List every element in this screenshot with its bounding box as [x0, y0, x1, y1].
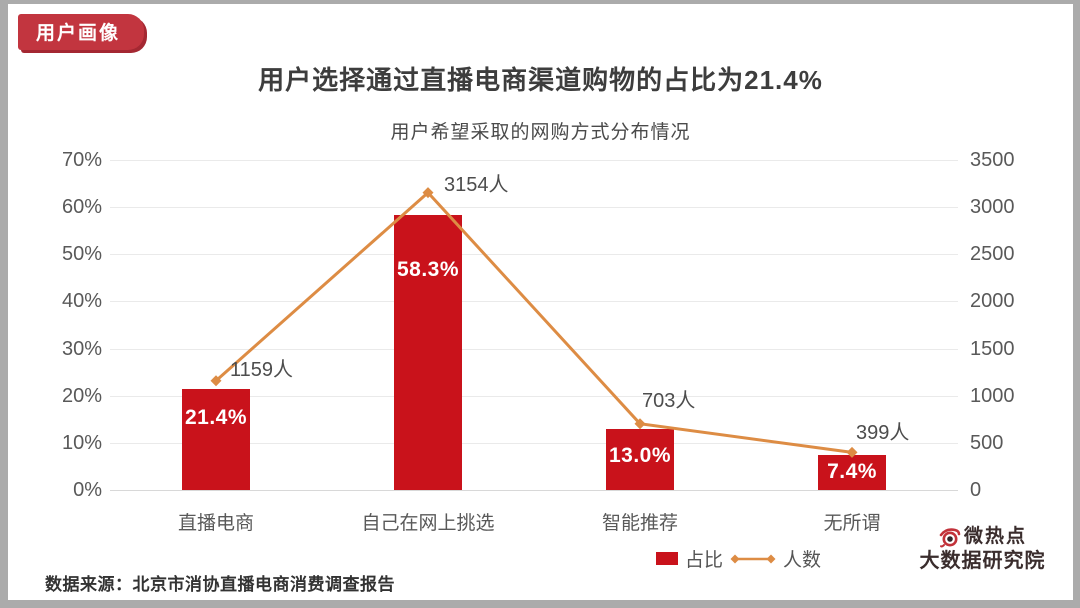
right-axis-tick: 2000 — [970, 290, 1015, 313]
left-axis-tick: 70% — [61, 149, 102, 171]
gridline — [110, 348, 958, 350]
left-axis-tick: 0% — [73, 479, 102, 501]
line-point-label: 399人 — [856, 422, 910, 445]
line-point-label: 703人 — [642, 389, 696, 412]
bar-value-label: 7.4% — [827, 460, 877, 484]
right-axis-tick: 1500 — [970, 337, 1015, 360]
bar-自己在网上挑选 — [394, 215, 462, 490]
left-axis-tick: 20% — [61, 384, 102, 407]
x-axis-label: 自己在网上挑选 — [361, 513, 495, 534]
legend-line-swatch — [730, 554, 776, 563]
report-card: 用户画像 用户选择通过直播电商渠道购物的占比为21.4% 用户希望采取的网购方式… — [8, 4, 1073, 600]
x-axis-label: 智能推荐 — [601, 513, 679, 534]
data-source-note: 数据来源：北京市消协直播电商消费调查报告 — [45, 575, 395, 594]
gridline — [110, 490, 958, 491]
line-point-label: 1159人 — [230, 358, 294, 381]
left-axis-tick: 10% — [61, 431, 102, 454]
bar-value-label: 13.0% — [608, 443, 672, 467]
legend-label-line: 人数 — [783, 550, 822, 571]
logo-line1: 微热点 — [910, 525, 1055, 549]
left-axis-tick: 50% — [61, 243, 102, 266]
right-axis-tick: 2500 — [970, 243, 1015, 266]
right-axis-tick: 500 — [970, 431, 1004, 454]
logo-text-2: 大数据研究院 — [919, 550, 1046, 572]
bar-无所谓 — [818, 455, 886, 490]
gridline — [110, 207, 958, 209]
bar-value-label: 58.3% — [396, 258, 460, 282]
legend-bar-swatch — [656, 552, 678, 565]
chart-legend: 占比 人数 — [656, 545, 821, 572]
logo-text-1: 微热点 — [963, 526, 1027, 547]
gridline — [110, 254, 958, 256]
line-point-label: 3154人 — [444, 173, 509, 196]
page-title: 用户选择通过直播电商渠道购物的占比为21.4% — [258, 65, 823, 95]
right-axis-tick: 3000 — [970, 196, 1015, 219]
combo-chart: 0% 0 10% 500 20% 1000 30% 1500 40% 2000 50% 2500 60%… — [8, 4, 1073, 600]
gridline — [110, 301, 958, 303]
x-axis-label: 无所谓 — [823, 513, 881, 534]
eye-logo-icon — [939, 528, 961, 548]
right-axis-tick: 1000 — [970, 384, 1015, 407]
left-axis-tick: 30% — [61, 337, 102, 360]
brand-logo: 微热点 大数据研究院 — [910, 525, 1055, 573]
right-axis-tick: 0 — [970, 479, 982, 501]
section-badge: 用户画像 — [18, 14, 145, 50]
bar-直播电商 — [182, 389, 250, 490]
bar-value-label: 21.4% — [184, 406, 248, 430]
chart-subtitle: 用户希望采取的网购方式分布情况 — [390, 122, 691, 143]
right-axis-tick: 3500 — [970, 149, 1015, 171]
left-axis-tick: 40% — [61, 290, 102, 313]
x-axis-label: 直播电商 — [177, 513, 255, 534]
legend-label-bar: 占比 — [685, 550, 724, 571]
gridline — [110, 160, 958, 161]
left-axis-tick: 60% — [61, 196, 102, 219]
